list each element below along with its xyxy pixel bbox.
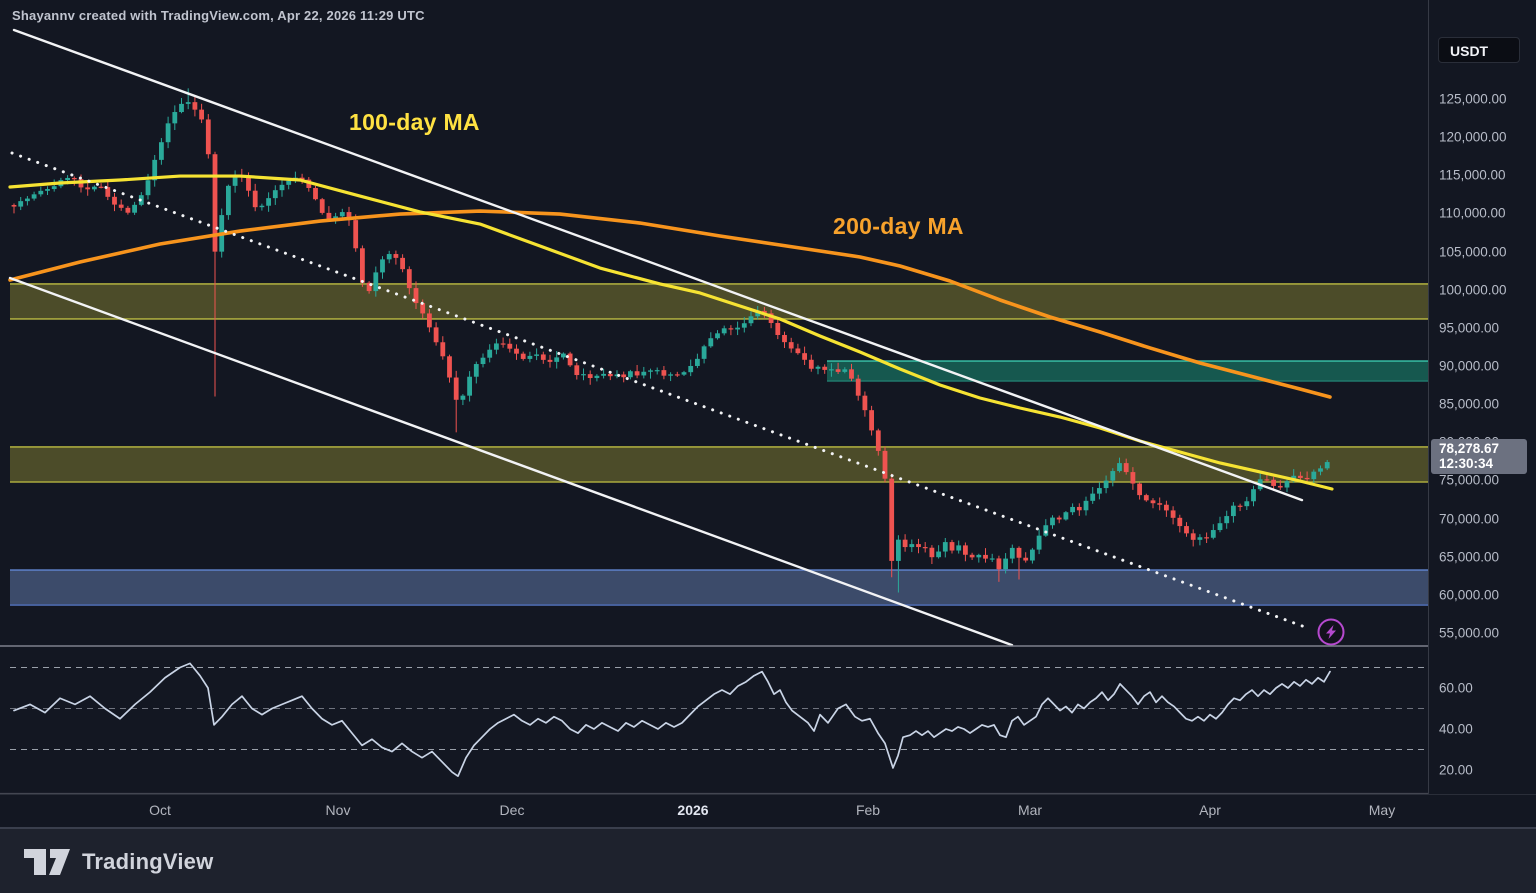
price-tick-100000: 100,000.00 (1439, 282, 1507, 298)
price-tick-125000: 125,000.00 (1439, 91, 1507, 107)
chart-attribution: Shayannv created with TradingView.com, A… (12, 8, 425, 23)
time-tick-oct: Oct (149, 802, 171, 818)
price-tick-55000: 55,000.00 (1439, 625, 1500, 641)
current-zone-75k-79k (10, 446, 1428, 482)
rsi-tick-40: 40.00 (1439, 721, 1473, 737)
time-tick-feb: Feb (855, 802, 881, 818)
rsi-line (13, 662, 1331, 778)
trendline-channel-top[interactable] (12, 28, 1304, 502)
last-price-value: 78,278.67 (1439, 441, 1500, 457)
price-tick-110000: 110,000.00 (1439, 205, 1506, 221)
time-axis[interactable]: Oct Nov Dec 2026 Feb Mar Apr May (0, 794, 1536, 827)
rsi-tick-60: 60.00 (1439, 680, 1473, 696)
resistance-zone-96k-101k (10, 283, 1428, 319)
supply-zone-88k-91k (827, 361, 1428, 381)
price-tick-85000: 85,000.00 (1439, 396, 1500, 412)
time-tick-apr: Apr (1199, 802, 1221, 818)
price-tick-70000: 70,000.00 (1439, 511, 1500, 527)
price-tick-105000: 105,000.00 (1439, 244, 1507, 260)
price-tick-75000: 75,000.00 (1439, 472, 1500, 488)
time-tick-2026: 2026 (677, 802, 709, 818)
time-tick-may: May (1368, 802, 1396, 818)
tradingview-logo-icon (24, 849, 70, 875)
ma200-label: 200-day MA (833, 213, 964, 239)
candle-bodies (11, 102, 1330, 570)
candle-countdown: 12:30:34 (1439, 456, 1494, 472)
price-tick-115000: 115,000.00 (1439, 167, 1506, 183)
last-price-label: 78,278.67 12:30:34 (1431, 439, 1527, 475)
price-tick-120000: 120,000.00 (1439, 129, 1507, 145)
price-axis[interactable]: USDT 125,000.00 120,000.00 115,000.00 110,0… (1428, 0, 1536, 826)
price-tick-90000: 90,000.00 (1439, 358, 1500, 374)
trendline-channel-bottom[interactable] (8, 276, 1014, 647)
time-tick-dec: Dec (499, 802, 525, 818)
tradingview-logo[interactable]: TradingView (22, 843, 213, 881)
price-tick-95000: 95,000.00 (1439, 320, 1500, 336)
time-tick-nov: Nov (325, 802, 351, 818)
price-tick-65000: 65,000.00 (1439, 549, 1500, 565)
rsi-tick-20: 20.00 (1439, 762, 1473, 778)
ma100-label: 100-day MA (349, 109, 480, 135)
support-zone-59k-63k (10, 570, 1428, 606)
trendline-channel-mid[interactable] (10, 151, 1307, 629)
ma100-line (8, 174, 1334, 491)
footer-bar: TradingView (0, 827, 1536, 893)
currency-badge[interactable]: USDT (1438, 37, 1520, 63)
price-tick-60000: 60,000.00 (1439, 587, 1500, 603)
ma200-line (8, 209, 1332, 399)
tradingview-logo-text: TradingView (82, 849, 214, 874)
time-tick-mar: Mar (1017, 802, 1043, 818)
lightning-bolt-glyph (1326, 625, 1336, 639)
